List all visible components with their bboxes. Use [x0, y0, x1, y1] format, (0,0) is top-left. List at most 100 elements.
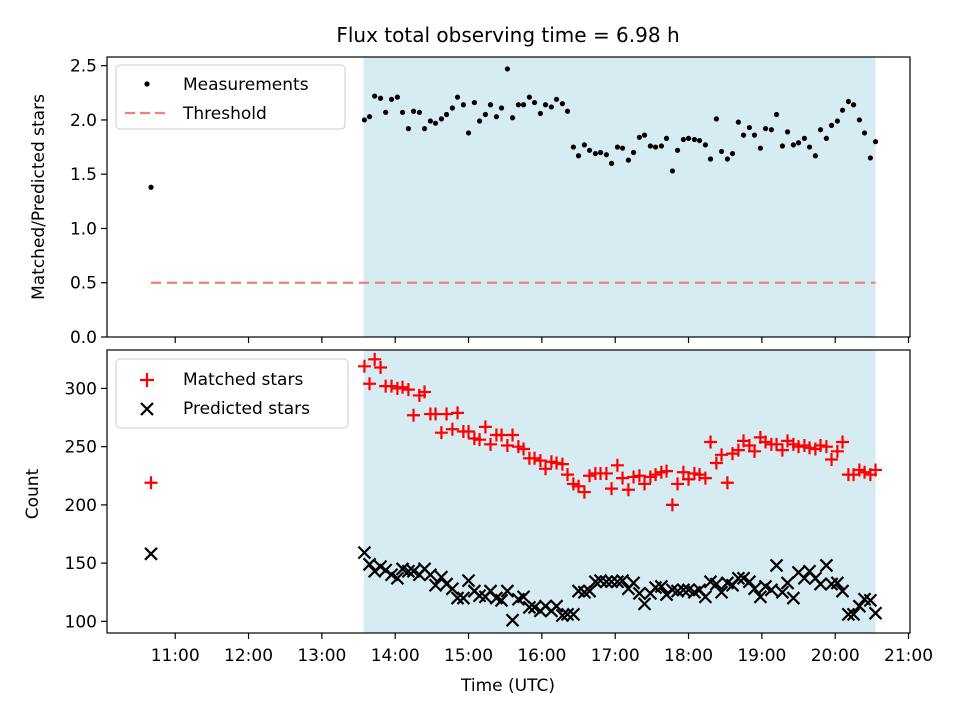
measurement-point [850, 102, 857, 108]
measurement-point [768, 127, 775, 133]
measurement-point [784, 129, 791, 135]
xtick-label: 14:00 [371, 646, 420, 666]
matched-star-point [792, 440, 806, 454]
matched-star-point [357, 359, 371, 373]
matched-star-point [572, 479, 586, 493]
predicted-star-point [516, 590, 531, 604]
matched-star-point [605, 482, 619, 496]
matched-star-point [561, 468, 575, 482]
top-ytick-label: 2.0 [70, 111, 97, 131]
matched-star-point [709, 456, 723, 470]
predicted-star-point [450, 591, 465, 605]
predicted-star-point [626, 576, 641, 590]
predicted-star-point [362, 557, 377, 572]
predicted-star-point [709, 577, 724, 591]
predicted-star-point [637, 597, 652, 611]
measurement-point [148, 184, 154, 190]
measurement-point [658, 143, 665, 149]
matched-star-point [676, 465, 690, 479]
measurement-point [476, 118, 483, 124]
measurement-point [619, 145, 626, 151]
top-legend-box [115, 64, 346, 130]
top-x-ticks [174, 337, 910, 343]
matched-star-point [440, 407, 454, 421]
measurement-point [465, 130, 472, 136]
predicted-star-point [555, 608, 570, 623]
matched-star-point [577, 485, 591, 499]
measurement-point [806, 144, 813, 150]
measurement-point [872, 139, 879, 145]
legend-marker-matched [140, 373, 154, 387]
matched-star-point [599, 466, 613, 480]
matched-star-point [429, 407, 443, 421]
predicted-star-point [753, 590, 768, 604]
measurement-point [746, 124, 753, 131]
measurement-point [713, 116, 720, 122]
matched-star-point [759, 435, 773, 449]
predicted-star-point [797, 571, 812, 586]
matched-star-point [144, 476, 158, 490]
measurement-point [482, 111, 488, 118]
measurement-point [801, 135, 808, 141]
matched-star-point [555, 457, 569, 471]
matched-star-point [478, 420, 492, 434]
bottom-y-axis: 100 150 200 250 300 [65, 379, 107, 632]
measurement-point [608, 160, 615, 166]
measurement-point [498, 105, 505, 111]
measurement-point [388, 96, 395, 102]
matched-star-point [770, 437, 784, 451]
predicted-star-point [500, 584, 515, 598]
measurement-point [707, 156, 714, 162]
matched-star-point [418, 385, 432, 399]
measurement-point [680, 136, 687, 143]
matched-star-point [775, 443, 789, 457]
predicted-star-point [813, 577, 828, 591]
x-axis-label: Time (UTC) [460, 676, 555, 696]
legend-marker-measurements [144, 81, 150, 87]
measurement-point [641, 132, 648, 138]
xtick-label: 13:00 [297, 646, 346, 666]
bottom-y-axis-label: Count [23, 468, 43, 519]
measurement-point [493, 114, 499, 120]
measurement-point [366, 114, 373, 120]
bottom-panel: 100 150 200 250 300 11:00 12:00 13:00 14:00 15:0… [23, 349, 933, 696]
matched-star-point [858, 465, 872, 479]
matched-star-point [819, 440, 833, 454]
matched-star-point [720, 476, 734, 490]
predicted-star-point [588, 574, 603, 589]
predicted-star-point [747, 581, 762, 596]
matched-star-point [473, 433, 487, 447]
predicted-star-point [566, 607, 581, 622]
matched-star-point [814, 438, 828, 452]
matched-star-point [638, 477, 652, 491]
top-ytick-label: 2.5 [70, 57, 97, 77]
bottom-ytick-label: 200 [65, 496, 97, 516]
chart-title: Flux total observing time = 6.98 h [336, 23, 679, 47]
measurement-point [828, 122, 835, 128]
matched-star-point [698, 471, 712, 485]
measurement-point [702, 142, 709, 148]
measurement-point [531, 99, 538, 106]
top-ytick-label: 0.5 [70, 274, 97, 294]
measurement-point [647, 143, 654, 149]
measurement-point [575, 153, 582, 159]
predicted-star-point [445, 581, 460, 596]
measurement-point [652, 144, 659, 150]
measurement-point [867, 155, 874, 161]
top-ytick-label: 1.5 [70, 165, 97, 185]
measurement-point [724, 156, 731, 162]
measurement-point [795, 140, 802, 146]
predicted-star-point [698, 590, 713, 604]
measurement-point [559, 101, 566, 107]
predicted-star-point [615, 573, 630, 588]
measurement-point [597, 149, 604, 156]
measurement-point [669, 168, 676, 174]
predicted-star-point [769, 558, 784, 573]
measurement-point [861, 130, 868, 136]
predicted-star-point [549, 599, 564, 613]
measurement-point [834, 118, 841, 124]
matched-star-point [434, 426, 448, 440]
predicted-star-point [461, 573, 476, 588]
measurement-point [438, 116, 444, 122]
